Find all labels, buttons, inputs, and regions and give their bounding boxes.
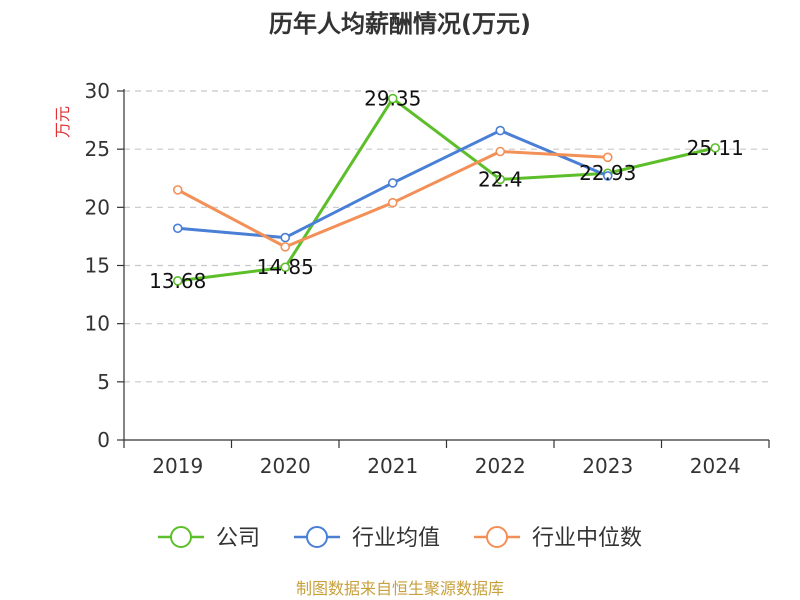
data-point [387, 197, 398, 208]
data-point [602, 171, 613, 181]
legend-marker-1 [306, 526, 328, 548]
x-tick-label: 2024 [690, 454, 741, 478]
source-note: 制图数据来自恒生聚源数据库 [295, 579, 504, 598]
data-point [495, 125, 506, 136]
data-point [280, 232, 291, 243]
y-tick-label: 20 [85, 195, 110, 219]
data-point [602, 152, 613, 163]
y-tick-label: 25 [85, 137, 110, 161]
data-point [495, 146, 506, 157]
data-label: 25.11 [687, 136, 744, 160]
chart-title: 历年人均薪酬情况(万元) [269, 10, 531, 38]
grid-lines [124, 90, 769, 383]
data-point [495, 174, 506, 185]
data-point [387, 93, 398, 104]
legend: 公司 行业均值 行业中位数 [158, 526, 642, 551]
data-label: 22.4 [478, 167, 523, 191]
x-tick-label: 2021 [367, 454, 418, 478]
data-labels: 13.68 14.85 29.35 22.4 22.93 25.11 [149, 87, 744, 293]
y-tick-label: 10 [85, 312, 110, 336]
legend-marker-0 [170, 526, 192, 548]
series-line-0 [177, 97, 716, 283]
x-tick-label: 2020 [260, 454, 311, 478]
data-point [172, 185, 183, 195]
data-point [280, 262, 291, 273]
y-tick-label: 0 [97, 428, 110, 452]
x-tick-label: 2019 [152, 454, 203, 478]
y-axis-unit-label: 万元 [53, 106, 72, 138]
data-point [710, 143, 721, 153]
axes: 0 5 10 15 20 25 30 2019 2020 2021 2022 2023 2024 万元 [53, 79, 770, 478]
x-tick-label: 2022 [475, 454, 526, 478]
data-point [172, 276, 183, 286]
legend-marker-2 [486, 526, 508, 548]
data-label: 22.93 [579, 161, 636, 185]
data-point [172, 223, 183, 234]
series-lines [172, 93, 721, 286]
legend-label: 公司 [216, 526, 260, 551]
legend-label: 行业中位数 [532, 526, 642, 551]
data-point [387, 178, 398, 188]
legend-label: 行业均值 [352, 526, 440, 551]
x-tick-label: 2023 [582, 454, 633, 478]
y-tick-label: 5 [97, 370, 110, 394]
y-tick-label: 15 [85, 254, 110, 278]
data-point [280, 242, 291, 252]
data-label: 13.68 [149, 269, 206, 293]
data-label: 14.85 [257, 255, 314, 279]
data-label: 29.35 [364, 87, 421, 111]
y-tick-label: 30 [85, 79, 110, 103]
